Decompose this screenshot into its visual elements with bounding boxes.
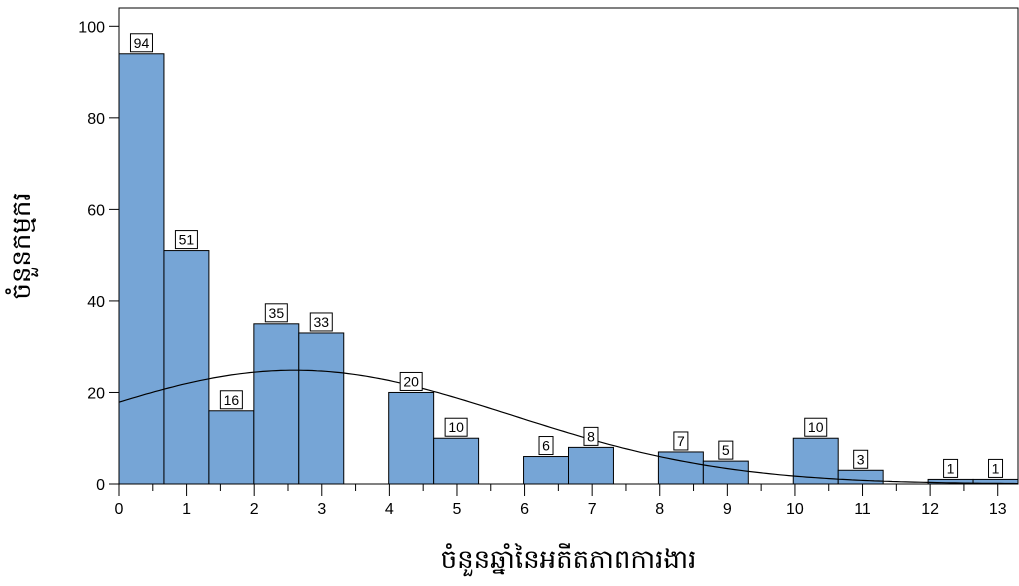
bar-value-text: 16 [224,392,240,408]
bar-value-label-box [444,417,468,437]
bar-value-text: 8 [587,428,595,444]
histogram-bar [837,469,884,485]
bar-value-text: 10 [808,419,824,435]
bar-value-label-box [219,390,243,410]
x-tick-label: 1 [182,501,191,518]
bar-value-label: 94 [129,33,153,53]
y-tick-label: 0 [96,477,105,494]
histogram-bar [208,410,255,485]
x-tick-label: 9 [723,501,732,518]
x-tick-label: 12 [921,501,939,518]
bar-value-text: 5 [722,442,730,458]
bar-value-label: 16 [219,390,243,410]
histogram-bar [253,323,300,485]
x-tick-label: 3 [317,501,326,518]
x-tick-label: 2 [250,501,259,518]
bar-value-label: 20 [399,371,423,391]
y-axis-ticks: 0 20 40 60 80 100 [78,19,119,494]
histogram-bar [702,460,749,485]
bar-value-label-box [718,440,734,460]
x-tick-label: 11 [854,501,871,518]
bar-value-text: 33 [313,314,329,330]
bar-value-label-box [988,458,1004,478]
bar-value-label: 10 [804,417,828,437]
y-tick-label: 40 [87,294,105,311]
x-tick-label: 10 [786,501,804,518]
bar-value-label: 51 [174,230,198,250]
bar-value-label-box [309,312,333,332]
plot-area-frame [118,7,1019,485]
y-tick-label: 60 [87,202,105,219]
y-tick-label: 80 [87,111,105,128]
bar-value-label-box [129,33,153,53]
y-tick-label: 100 [78,19,105,36]
x-tick-label: 7 [588,501,597,518]
bar-value-label: 7 [673,431,689,451]
bar-value-label-box [538,436,554,456]
x-axis-title: ចំនួនឆ្នាំនៃអតីតភាពការងារ [441,543,697,577]
x-axis-ticks: 0 1 2 3 4 5 6 7 8 9 10 11 12 13 [115,484,1007,518]
bar-value-label: 10 [444,417,468,437]
bar-value-text: 94 [134,35,150,51]
bar-value-label-box [804,417,828,437]
histogram-bar [388,391,435,485]
bar-value-text: 3 [857,451,865,467]
y-tick-label: 20 [87,385,105,402]
x-tick-label: 8 [655,501,664,518]
bar-value-label: 1 [943,458,959,478]
bar-value-label: 35 [264,303,288,323]
histogram-bar [118,53,165,485]
bar-value-label-box [673,431,689,451]
bar-value-text: 1 [992,460,1000,476]
bar-value-text: 35 [269,305,285,321]
histogram-bar [433,437,480,485]
bar-value-label-box [264,303,288,323]
histogram-bars [118,53,1019,485]
bar-value-text: 7 [677,433,685,449]
histogram-bar [568,446,614,485]
bar-value-label-box [399,371,423,391]
bar-value-label: 5 [718,440,734,460]
bar-value-label: 33 [309,312,333,332]
bar-value-label: 6 [538,436,554,456]
bar-value-label: 3 [853,449,869,469]
histogram-bar [657,451,704,485]
bar-value-text: 10 [448,419,464,435]
x-tick-label: 5 [453,501,462,518]
bar-value-label: 8 [583,426,599,446]
x-tick-label: 13 [989,501,1007,518]
x-tick-label: 4 [385,501,394,518]
x-tick-label: 6 [520,501,529,518]
bar-value-label-box [853,449,869,469]
bar-value-text: 1 [947,460,955,476]
bar-value-text: 51 [179,232,195,248]
histogram-bar [163,250,210,485]
normal-curve [118,369,1019,485]
y-axis-title: ចំនួនកម្មករ [5,192,39,299]
bar-value-label-box [583,426,599,446]
bar-value-label: 1 [988,458,1004,478]
histogram-bar [523,456,569,485]
bar-value-label-box [174,230,198,250]
bar-value-text: 20 [403,373,419,389]
x-tick-label: 0 [115,501,124,518]
bar-value-text: 6 [542,438,550,454]
histogram-bar [298,332,345,485]
bar-value-labels: 94 51 16 35 33 20 10 6 8 7 5 10 3 1 1 [129,33,1004,478]
bar-value-label-box [943,458,959,478]
